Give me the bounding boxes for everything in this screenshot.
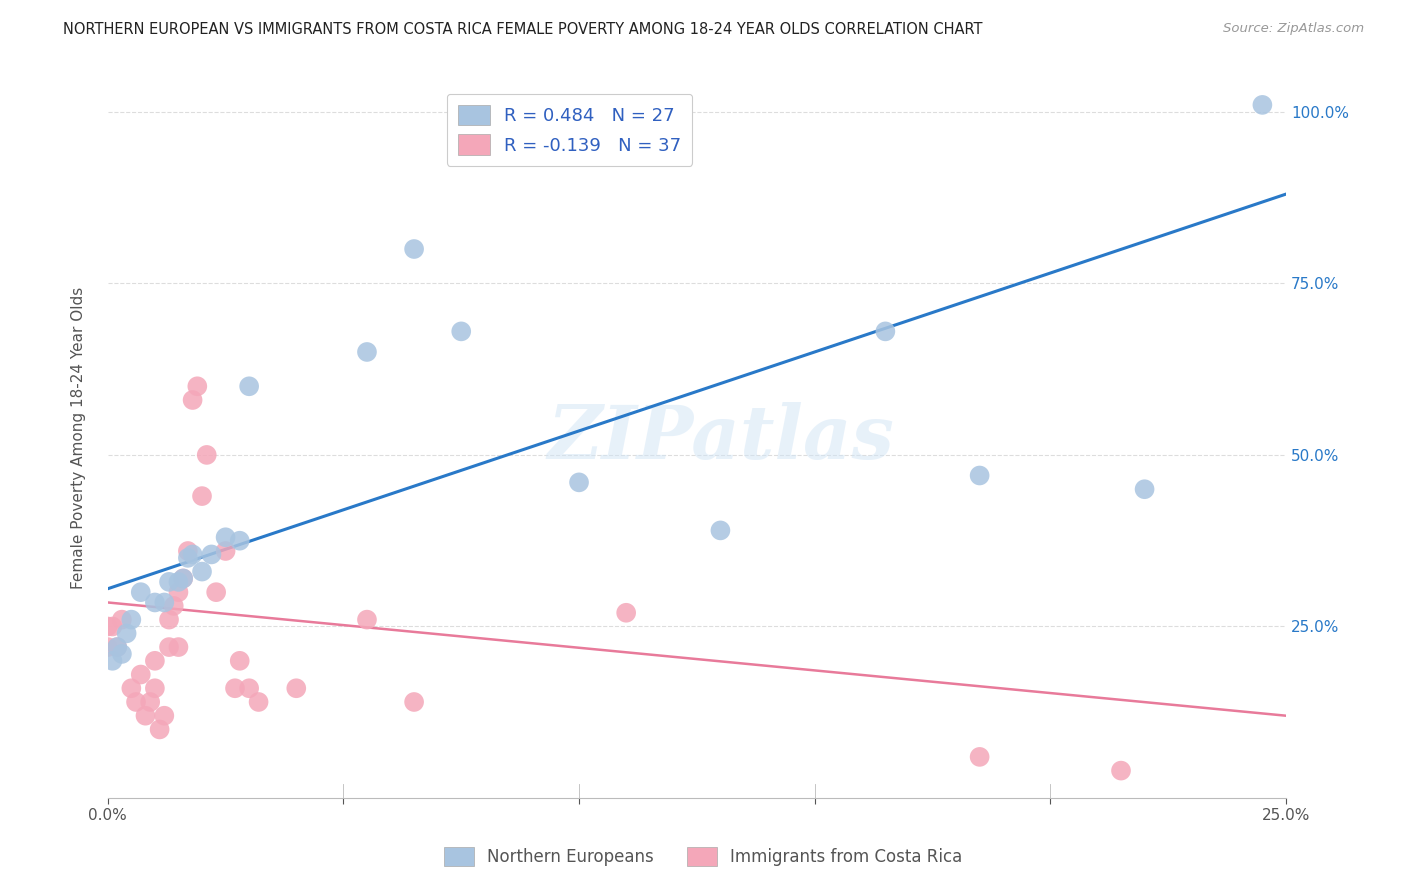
- Point: [172, 571, 194, 585]
- Point: [450, 324, 472, 338]
- Legend: R = 0.484   N = 27, R = -0.139   N = 37: R = 0.484 N = 27, R = -0.139 N = 37: [447, 94, 692, 166]
- Point: [143, 681, 166, 696]
- Point: [181, 548, 204, 562]
- Text: NORTHERN EUROPEAN VS IMMIGRANTS FROM COSTA RICA FEMALE POVERTY AMONG 18-24 YEAR : NORTHERN EUROPEAN VS IMMIGRANTS FROM COS…: [63, 22, 983, 37]
- Point: [153, 708, 176, 723]
- Point: [157, 613, 180, 627]
- Point: [129, 667, 152, 681]
- Point: [157, 640, 180, 654]
- Point: [97, 619, 120, 633]
- Point: [139, 695, 162, 709]
- Point: [97, 640, 120, 654]
- Point: [404, 695, 426, 709]
- Legend: Northern Europeans, Immigrants from Costa Rica: Northern Europeans, Immigrants from Cost…: [437, 840, 969, 873]
- Point: [969, 468, 991, 483]
- Point: [101, 619, 124, 633]
- Point: [195, 448, 218, 462]
- Point: [129, 585, 152, 599]
- Point: [143, 595, 166, 609]
- Y-axis label: Female Poverty Among 18-24 Year Olds: Female Poverty Among 18-24 Year Olds: [72, 286, 86, 589]
- Point: [875, 324, 897, 338]
- Point: [229, 533, 252, 548]
- Point: [153, 595, 176, 609]
- Point: [191, 489, 214, 503]
- Point: [568, 475, 591, 490]
- Point: [191, 565, 214, 579]
- Point: [157, 574, 180, 589]
- Point: [238, 379, 260, 393]
- Point: [238, 681, 260, 696]
- Point: [186, 379, 208, 393]
- Point: [205, 585, 228, 599]
- Point: [1109, 764, 1132, 778]
- Point: [614, 606, 637, 620]
- Point: [111, 647, 134, 661]
- Point: [214, 530, 236, 544]
- Point: [181, 392, 204, 407]
- Point: [356, 345, 378, 359]
- Point: [105, 640, 128, 654]
- Text: Source: ZipAtlas.com: Source: ZipAtlas.com: [1223, 22, 1364, 36]
- Point: [163, 599, 186, 613]
- Point: [214, 544, 236, 558]
- Point: [1251, 98, 1274, 112]
- Point: [149, 723, 172, 737]
- Point: [177, 544, 200, 558]
- Point: [111, 613, 134, 627]
- Point: [177, 550, 200, 565]
- Point: [356, 613, 378, 627]
- Point: [709, 524, 731, 538]
- Point: [224, 681, 246, 696]
- Point: [120, 613, 142, 627]
- Point: [125, 695, 148, 709]
- Point: [143, 654, 166, 668]
- Point: [167, 640, 190, 654]
- Point: [200, 548, 222, 562]
- Point: [134, 708, 156, 723]
- Point: [105, 640, 128, 654]
- Point: [167, 574, 190, 589]
- Point: [247, 695, 270, 709]
- Point: [969, 750, 991, 764]
- Point: [167, 585, 190, 599]
- Point: [115, 626, 138, 640]
- Text: ZIPatlas: ZIPatlas: [547, 401, 894, 474]
- Point: [172, 571, 194, 585]
- Point: [1133, 482, 1156, 496]
- Point: [285, 681, 308, 696]
- Point: [229, 654, 252, 668]
- Point: [101, 654, 124, 668]
- Point: [120, 681, 142, 696]
- Point: [404, 242, 426, 256]
